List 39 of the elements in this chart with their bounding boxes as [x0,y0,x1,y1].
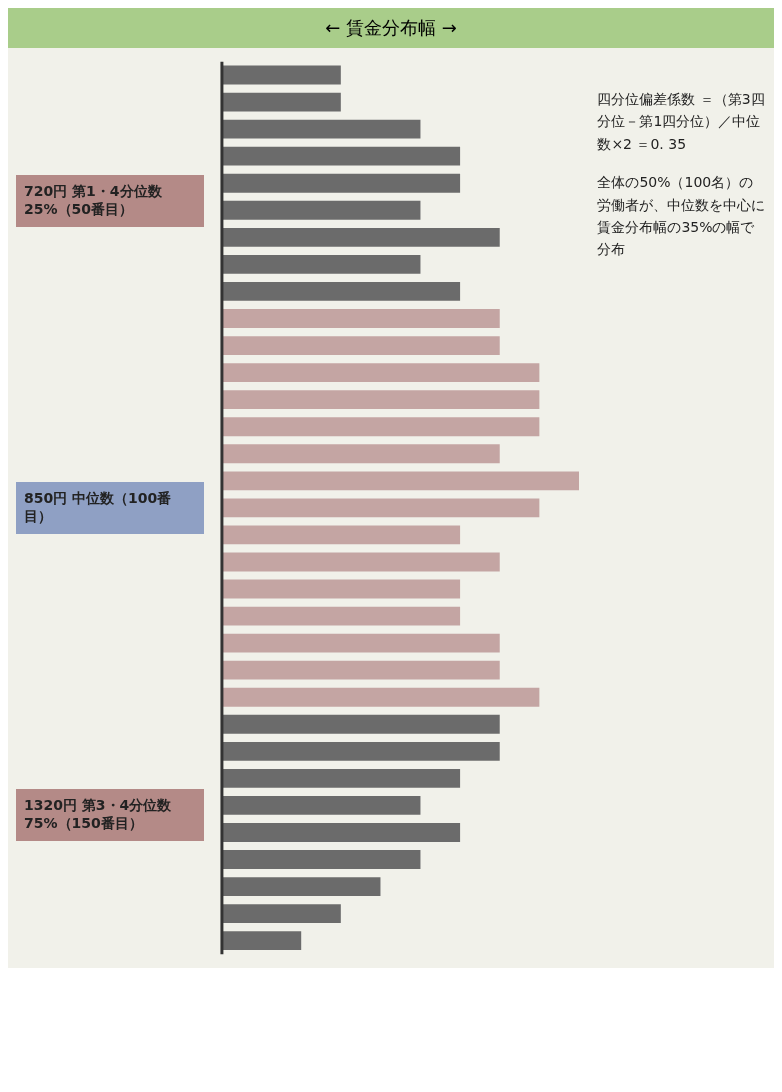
bar [222,579,461,599]
bar [222,282,461,301]
bar [222,309,501,328]
bar [222,471,580,491]
bar [222,254,421,274]
bar [222,850,421,869]
bar [222,417,540,437]
bar [222,173,461,193]
text: 四分位偏差係数 ＝（第3四分位－第1四分位）／中位数×2 ＝0. 35 [597,90,766,154]
bar [222,390,540,410]
bar [222,823,461,842]
text: 全体の50%（100名）の労働者が、中位数を中心に賃金分布幅の35%の幅で分布 [597,173,766,260]
bar [222,606,461,626]
bar [222,796,421,815]
text: 850円 中位数（100番目） [16,481,205,534]
bar [222,768,461,788]
bar [222,65,342,85]
bar [222,714,501,734]
bar [222,525,461,545]
bar [222,92,342,112]
bar [222,741,501,761]
bar [222,687,540,707]
bar [222,200,421,220]
bar [222,904,342,924]
bar [222,119,421,139]
bar [222,931,302,951]
bar [222,660,501,680]
bar [222,363,540,383]
bar [222,146,461,166]
chart-title: ← 賃金分布幅 → [8,8,774,48]
bar [222,227,501,247]
bar [222,444,501,464]
text: 720円 第1・4分位数 25%（50番目） [16,175,205,228]
bar [222,498,540,518]
bar [222,877,381,897]
bar [222,552,501,572]
text: 1320円 第3・4分位数 75%（150番目） [16,788,205,841]
bar [222,633,501,653]
bar [222,336,501,355]
